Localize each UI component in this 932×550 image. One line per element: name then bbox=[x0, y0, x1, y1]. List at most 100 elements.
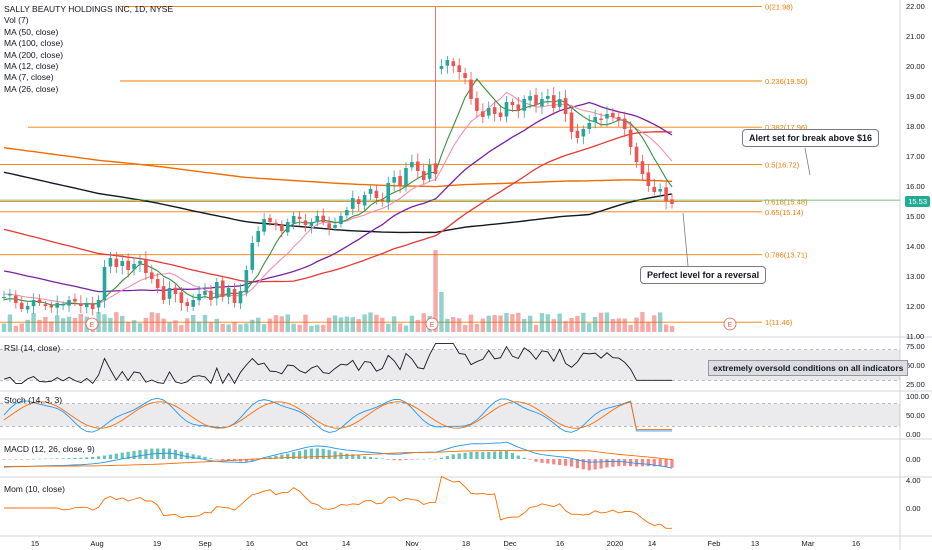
volume-bar bbox=[657, 312, 663, 332]
macd-histogram-bar bbox=[327, 449, 331, 459]
macd-pane-label[interactable]: MACD (12, 26, close, 9) bbox=[4, 444, 95, 454]
time-axis[interactable]: 15 Aug 19 Sep 16 Oct 14 Nov 18 Dec 16 2020 14 Feb 13 Ma… bbox=[0, 535, 932, 548]
candle-body bbox=[197, 294, 201, 301]
macd-histogram-bar bbox=[26, 459, 30, 460]
macd-histogram-bar bbox=[552, 459, 556, 465]
volume-bar bbox=[439, 292, 444, 332]
macd-histogram-bar bbox=[534, 459, 538, 462]
volume-bar bbox=[456, 318, 462, 332]
fib-level-label: 0.65(15.14) bbox=[765, 208, 804, 217]
volume-bar bbox=[196, 321, 202, 332]
macd-histogram-bar bbox=[357, 455, 361, 459]
candle-body bbox=[628, 129, 633, 147]
volume-bar bbox=[137, 323, 143, 332]
legend-item-ma100[interactable]: MA (100, close) bbox=[4, 38, 64, 49]
candle-body bbox=[321, 215, 326, 222]
volume-bar bbox=[149, 312, 154, 332]
macd-histogram-bar bbox=[605, 459, 609, 468]
earnings-marker-label: E bbox=[430, 322, 435, 329]
macd-histogram-bar bbox=[292, 452, 296, 459]
candle-body bbox=[250, 243, 255, 270]
oversold-note[interactable]: extremely oversold conditions on all ind… bbox=[708, 360, 909, 376]
candle-body bbox=[262, 219, 266, 232]
volume-bar bbox=[250, 319, 255, 332]
legend-item-ma200[interactable]: MA (200, close) bbox=[4, 49, 64, 60]
volume-bar bbox=[273, 315, 279, 332]
legend-item-ma50[interactable]: MA (50, close) bbox=[4, 26, 59, 37]
volume-bar bbox=[185, 318, 190, 332]
candle-body bbox=[416, 161, 420, 171]
volume-bar bbox=[409, 315, 415, 332]
candle-body bbox=[102, 267, 107, 301]
volume-bar bbox=[646, 322, 651, 332]
macd-histogram-bar bbox=[481, 452, 485, 459]
candle-body bbox=[616, 117, 621, 120]
candle-body bbox=[516, 104, 521, 111]
legend-item-vol[interactable]: Vol (7) bbox=[4, 15, 29, 26]
candle-body bbox=[664, 187, 668, 201]
volume-bar bbox=[616, 318, 621, 332]
price-tick-label: 11.00 bbox=[906, 332, 924, 341]
macd-histogram-bar bbox=[96, 456, 101, 459]
candle-body bbox=[61, 304, 65, 306]
candle-body bbox=[386, 183, 391, 203]
volume-bar bbox=[1, 323, 7, 332]
macd-histogram-bar bbox=[658, 459, 662, 467]
macd-histogram-bar bbox=[463, 452, 467, 459]
volume-bar bbox=[575, 315, 580, 332]
time-tick-label: 15 bbox=[31, 539, 39, 548]
volume-bar bbox=[557, 313, 562, 332]
rsi-pane-label[interactable]: RSI (14, close) bbox=[4, 343, 61, 353]
time-tick-label: 16 bbox=[556, 539, 564, 548]
mom-pane-label[interactable]: Mom (10, close) bbox=[4, 484, 65, 494]
earnings-marker-circle bbox=[425, 317, 439, 331]
candle-body bbox=[232, 288, 237, 303]
macd-histogram-bar bbox=[203, 456, 207, 459]
volume-bar bbox=[498, 315, 503, 332]
reversal-connector bbox=[682, 212, 689, 267]
macd-histogram-bar bbox=[297, 450, 302, 459]
price-tick-label: 19.00 bbox=[906, 92, 925, 101]
macd-histogram-bar bbox=[522, 457, 526, 459]
volume-bar bbox=[391, 316, 397, 332]
candle-body bbox=[220, 280, 225, 297]
candle-body bbox=[445, 60, 450, 66]
volume-bar bbox=[610, 318, 616, 332]
macd-histogram-bar bbox=[55, 458, 59, 459]
legend-item-ma26[interactable]: MA (26, close) bbox=[4, 83, 59, 94]
macd-histogram-bar bbox=[546, 459, 550, 464]
volume-bar bbox=[356, 319, 361, 332]
candle-body bbox=[599, 118, 603, 120]
macd-histogram-bar bbox=[315, 448, 319, 459]
candle-body bbox=[114, 258, 119, 267]
legend-item-ma12[interactable]: MA (12, close) bbox=[4, 61, 59, 72]
reversal-note[interactable]: Perfect level for a reversal bbox=[640, 266, 767, 284]
stoch-tick-label: 100.00 bbox=[906, 392, 929, 401]
volume-bar bbox=[108, 317, 113, 332]
volume-bar bbox=[37, 319, 42, 332]
macd-signal-line bbox=[3, 450, 673, 467]
macd-histogram-bar bbox=[617, 459, 621, 467]
candle-body bbox=[563, 98, 568, 114]
volume-bar bbox=[462, 324, 468, 332]
macd-histogram-bar bbox=[280, 454, 284, 459]
legend-item-ma7[interactable]: MA (7, close) bbox=[4, 72, 54, 83]
macd-histogram-bar bbox=[79, 457, 83, 459]
price-axis[interactable]: 22.00 21.00 20.00 19.00 18.00 17.00 16.00 15.00… bbox=[906, 2, 929, 513]
legend-title[interactable]: SALLY BEAUTY HOLDINGS INC, 1D, NYSE bbox=[4, 4, 174, 14]
fib-level-label: 1(11.46) bbox=[765, 318, 793, 327]
volume-bar bbox=[96, 312, 101, 332]
time-tick-label: Nov bbox=[405, 539, 419, 548]
macd-histogram-bar bbox=[144, 449, 148, 459]
candle-body bbox=[463, 73, 467, 78]
volume-bars bbox=[1, 250, 675, 332]
macd-histogram-bar bbox=[102, 455, 107, 459]
price-tick-label: 13.00 bbox=[906, 272, 925, 281]
candle-body bbox=[280, 224, 284, 231]
volume-bar bbox=[468, 314, 474, 332]
stoch-pane-label[interactable]: Stoch (14, 3, 3) bbox=[4, 395, 63, 405]
alert-note[interactable]: Alert set for break above $16 bbox=[742, 129, 880, 147]
volume-bar bbox=[238, 324, 243, 332]
candle-body bbox=[226, 288, 231, 297]
